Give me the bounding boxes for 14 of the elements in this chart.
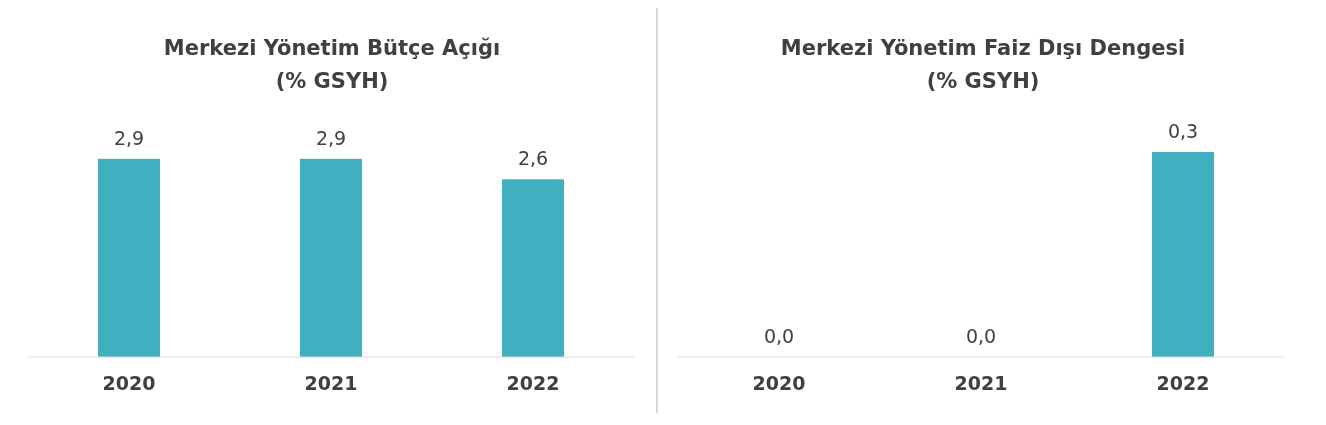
x-tick-label: 2020 [752, 372, 806, 395]
data-label: 0,3 [1167, 120, 1199, 142]
data-label: 2,9 [315, 126, 347, 149]
chart-title: Merkezi Yönetim Bütçe Açığı (% GSYH) [162, 35, 502, 95]
x-tick-label: 2022 [1156, 372, 1210, 395]
x-tick-label: 2020 [102, 372, 156, 395]
x-tick-label: 2022 [506, 372, 560, 395]
chart-title: Merkezi Yönetim Faiz Dışı Dengesi (% GSYH) [779, 35, 1187, 95]
x-tick-label: 2021 [954, 372, 1008, 395]
data-label: 0,0 [763, 325, 795, 347]
data-label: 0,0 [965, 325, 997, 347]
x-tick-label: 2021 [304, 372, 358, 395]
data-label: 2,9 [113, 126, 145, 149]
data-label: 2,6 [517, 147, 549, 170]
